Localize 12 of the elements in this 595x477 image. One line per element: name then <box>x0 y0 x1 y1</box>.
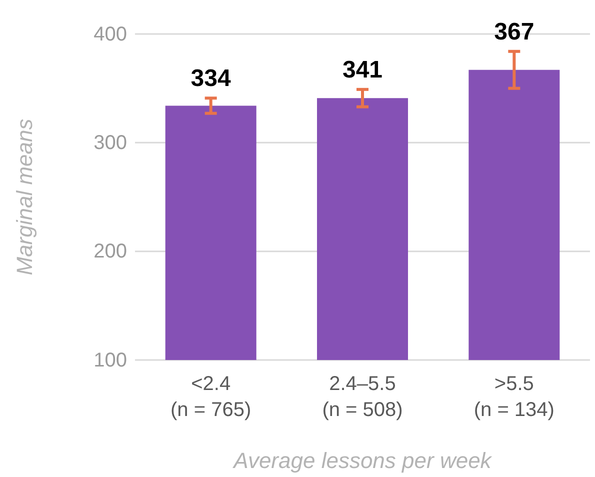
y-tick-label: 200 <box>94 240 127 263</box>
y-tick-label: 400 <box>94 23 127 46</box>
y-axis-title: Marginal means <box>12 118 37 276</box>
data-label: 334 <box>190 65 232 92</box>
x-tick-label: <2.4 (n = 765) <box>170 373 252 421</box>
y-tick-label: 100 <box>94 349 127 372</box>
x-axis-title: Average lessons per week <box>232 448 492 473</box>
y-tick-label: 300 <box>94 132 127 154</box>
x-tick-label: >5.5 (n = 134) <box>474 373 554 421</box>
x-tick-label: 2.4–5.5 (n = 508) <box>322 373 403 421</box>
data-label: 367 <box>494 18 534 46</box>
data-label: 341 <box>342 56 383 84</box>
